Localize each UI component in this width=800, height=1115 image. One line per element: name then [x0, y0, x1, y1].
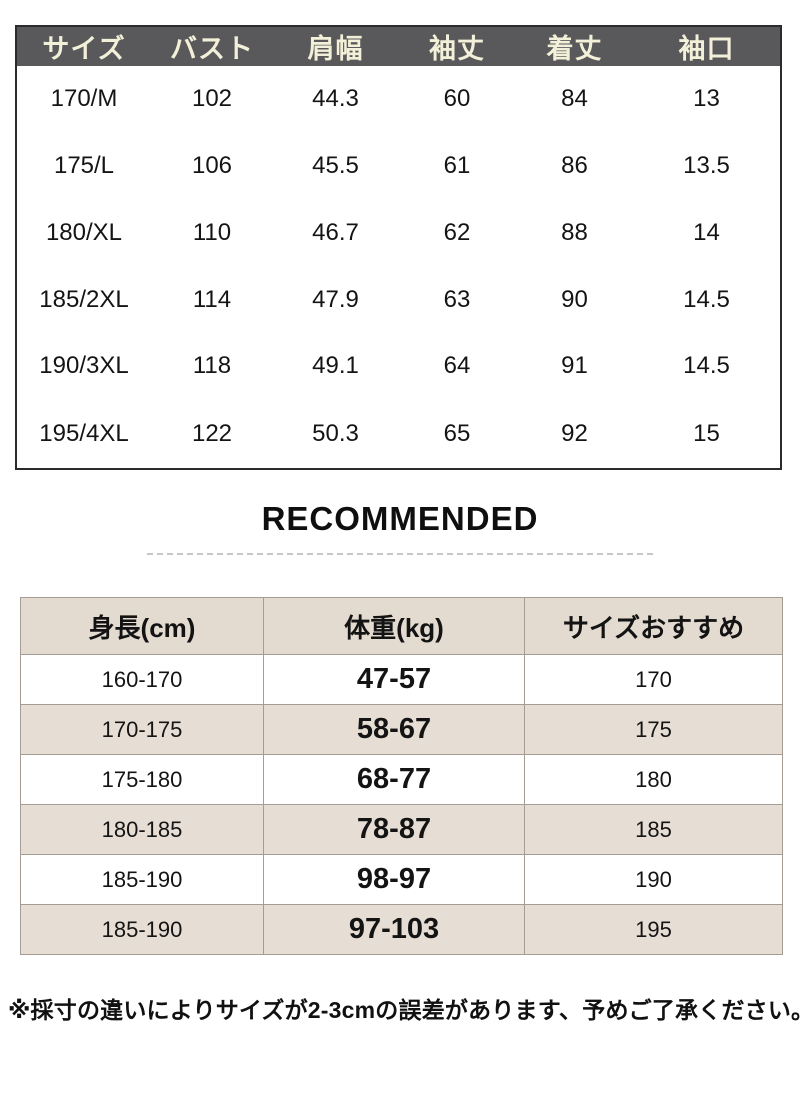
size-cell: 92	[561, 419, 588, 447]
dashed-divider	[147, 553, 653, 555]
size-cell: 60	[443, 85, 471, 113]
size-cell: 190/3XL	[39, 352, 129, 380]
size-table-header-length: 着丈	[516, 26, 633, 66]
size-table-header-sleeve: 袖丈	[398, 26, 516, 66]
recommended-header-size: サイズおすすめ	[524, 597, 783, 655]
size-reco-cell: 180	[524, 754, 783, 805]
weight-cell: 97-103	[263, 904, 525, 955]
size-cell: 90	[561, 285, 588, 313]
size-cell: 84	[561, 85, 588, 113]
size-cell: 118	[192, 352, 232, 380]
size-cell: 49.1	[312, 352, 359, 380]
size-cell: 65	[443, 419, 471, 447]
height-cell: 185-190	[20, 904, 264, 955]
size-cell: 122	[191, 419, 233, 447]
size-cell: 45.5	[312, 152, 359, 180]
size-cell: 14	[693, 218, 720, 246]
size-table-row: 175/L 106 45.5 61 86 13.5	[16, 133, 781, 200]
recommended-row: 160-170 47-57 170	[20, 654, 783, 705]
size-table: サイズ バスト 肩幅 袖丈 着丈 袖口 170/M 102 44.3 60 84…	[15, 25, 782, 470]
weight-cell: 98-97	[263, 854, 525, 905]
size-table-header-row: サイズ バスト 肩幅 袖丈 着丈 袖口	[16, 26, 781, 66]
size-cell: 50.3	[312, 419, 359, 447]
size-table-row: 170/M 102 44.3 60 84 13	[16, 66, 781, 133]
size-table-row: 195/4XL 122 50.3 65 92 15	[16, 400, 781, 469]
size-cell: 110	[192, 218, 232, 246]
recommended-row: 180-185 78-87 185	[20, 804, 783, 855]
size-reco-cell: 175	[524, 704, 783, 755]
weight-cell: 47-57	[263, 654, 525, 705]
height-cell: 185-190	[20, 854, 264, 905]
size-table-header-size: サイズ	[16, 26, 151, 66]
height-cell: 180-185	[20, 804, 264, 855]
size-table-row: 185/2XL 114 47.9 63 90 14.5	[16, 266, 781, 333]
size-cell: 14.5	[683, 285, 730, 313]
size-cell: 13	[693, 85, 720, 113]
size-cell: 13.5	[683, 152, 730, 180]
size-chart-page: サイズ バスト 肩幅 袖丈 着丈 袖口 170/M 102 44.3 60 84…	[0, 25, 800, 1115]
size-cell: 88	[561, 218, 588, 246]
size-table-header-bust: バスト	[151, 26, 273, 66]
size-cell: 86	[561, 152, 588, 180]
size-cell: 106	[191, 152, 233, 180]
size-cell: 46.7	[312, 218, 359, 246]
size-table-header-cuff: 袖口	[633, 26, 781, 66]
size-reco-cell: 170	[524, 654, 783, 705]
weight-cell: 58-67	[263, 704, 525, 755]
recommended-row: 185-190 97-103 195	[20, 904, 783, 955]
size-cell: 195/4XL	[39, 419, 129, 447]
size-cell: 44.3	[312, 85, 359, 113]
size-cell: 102	[191, 85, 233, 113]
size-cell: 114	[192, 285, 232, 313]
size-cell: 180/XL	[45, 218, 123, 246]
size-cell: 61	[443, 152, 471, 180]
recommended-header-height: 身長(cm)	[20, 597, 264, 655]
size-table-row: 190/3XL 118 49.1 64 91 14.5	[16, 333, 781, 400]
size-table-row: 180/XL 110 46.7 62 88 14	[16, 200, 781, 267]
recommended-row: 185-190 98-97 190	[20, 854, 783, 905]
size-cell: 14.5	[683, 352, 730, 380]
height-cell: 175-180	[20, 754, 264, 805]
height-cell: 160-170	[20, 654, 264, 705]
size-reco-cell: 190	[524, 854, 783, 905]
size-table-header-shoulder: 肩幅	[273, 26, 398, 66]
size-cell: 175/L	[53, 152, 115, 180]
size-cell: 63	[443, 285, 471, 313]
size-cell: 170/M	[50, 85, 118, 113]
recommended-header-weight: 体重(kg)	[263, 597, 525, 655]
recommended-table: 身長(cm) 体重(kg) サイズおすすめ 160-170 47-57 170 …	[20, 597, 783, 955]
measurement-disclaimer-note: ※採寸の違いによりサイズが2-3cmの誤差があります、予めご了承ください。	[8, 997, 800, 1023]
size-reco-cell: 185	[524, 804, 783, 855]
recommended-heading: RECOMMENDED	[261, 500, 539, 537]
size-cell: 91	[561, 352, 588, 380]
recommended-row: 175-180 68-77 180	[20, 754, 783, 805]
recommended-table-header-row: 身長(cm) 体重(kg) サイズおすすめ	[20, 597, 783, 655]
size-cell: 15	[693, 419, 720, 447]
height-cell: 170-175	[20, 704, 264, 755]
recommended-row: 170-175 58-67 175	[20, 704, 783, 755]
size-cell: 62	[443, 218, 471, 246]
size-cell: 47.9	[312, 285, 359, 313]
size-cell: 185/2XL	[39, 285, 129, 313]
size-cell: 64	[443, 352, 471, 380]
weight-cell: 78-87	[263, 804, 525, 855]
weight-cell: 68-77	[263, 754, 525, 805]
size-reco-cell: 195	[524, 904, 783, 955]
